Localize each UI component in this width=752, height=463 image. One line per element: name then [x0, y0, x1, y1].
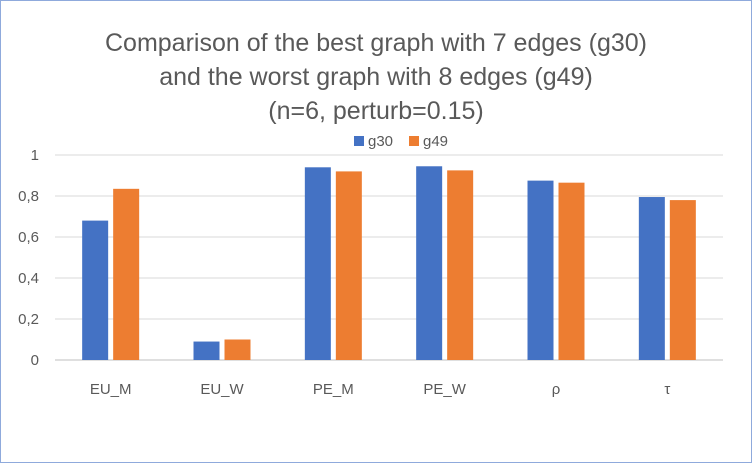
- legend-swatch-g49: [409, 136, 419, 146]
- x-tick-label: ρ: [552, 381, 561, 398]
- bar-g49-1: [224, 339, 251, 360]
- bar-g49-2: [335, 171, 362, 360]
- bar-g30-4: [527, 180, 554, 360]
- x-tick-label: PE_W: [423, 381, 466, 398]
- gridlines: [55, 154, 723, 361]
- chart-title: Comparison of the best graph with 7 edge…: [0, 26, 752, 128]
- bars: [82, 166, 696, 360]
- chart-title-line-2: and the worst graph with 8 edges (g49): [159, 63, 593, 91]
- legend: g30 g49: [354, 133, 448, 150]
- y-tick-label: 0,8: [18, 188, 39, 205]
- bar-g30-2: [304, 167, 331, 360]
- chart-title-line-1: Comparison of the best graph with 7 edge…: [105, 29, 647, 57]
- legend-swatch-g30: [354, 136, 364, 146]
- y-tick-label: 0,2: [18, 311, 39, 328]
- x-tick-label: EU_M: [90, 381, 132, 398]
- bar-g30-0: [82, 220, 109, 360]
- axes: 0 0,2 0,4 0,6 0,8 1 EU_M EU_W PE_M PE_W ρ τ: [18, 147, 670, 398]
- bar-g49-5: [669, 200, 696, 360]
- bar-g30-5: [638, 197, 665, 360]
- y-tick-label: 0,6: [18, 229, 39, 246]
- y-tick-label: 0,4: [18, 270, 39, 287]
- bar-g49-3: [447, 170, 474, 360]
- bar-g30-1: [193, 341, 220, 360]
- bar-g49-0: [113, 188, 140, 360]
- legend-label: g30: [368, 133, 393, 150]
- bar-g49-4: [558, 182, 585, 360]
- y-tick-label: 0: [31, 352, 39, 369]
- x-tick-label: EU_W: [200, 381, 244, 398]
- chart-title-line-3: (n=6, perturb=0.15): [268, 97, 484, 125]
- x-tick-label: PE_M: [313, 381, 354, 398]
- y-tick-label: 1: [31, 147, 39, 164]
- x-tick-label: τ: [664, 381, 670, 398]
- legend-label: g49: [423, 133, 448, 150]
- bar-g30-3: [416, 166, 443, 360]
